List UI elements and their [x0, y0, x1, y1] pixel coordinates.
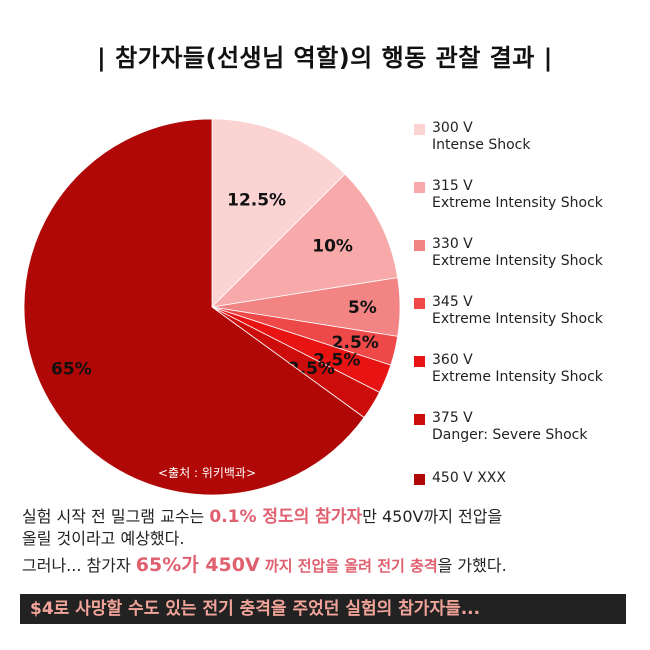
legend-label: 300 V Intense Shock: [432, 120, 642, 154]
legend-label-line-2: Extreme Intensity Shock: [432, 311, 603, 327]
legend-label: 450 V XXX: [432, 470, 642, 487]
pie-slice: [210, 173, 399, 308]
legend-label: 345 V Extreme Intensity Shock: [432, 294, 642, 328]
description-line-3: 그러나... 참가자 65%가 450V 까지 전압을 올려 전기 충격을 가했…: [22, 554, 642, 577]
description-line-2: 올릴 것이라고 예상했다.: [22, 529, 185, 548]
pie-slice-label: 5%: [348, 298, 377, 318]
legend-label-line-1: 300 V: [432, 120, 473, 136]
legend-label-line-1: 375 V: [432, 410, 473, 426]
source-caption: <출처 : 위키백과>: [158, 466, 257, 480]
legend-label-line-2: Intense Shock: [432, 137, 531, 153]
legend-label: 330 V Extreme Intensity Shock: [432, 236, 642, 270]
legend-swatch: [414, 240, 425, 251]
legend-label-line-2: Extreme Intensity Shock: [432, 369, 603, 385]
text-p1-a: 실험 시작 전 밀그램 교수는: [22, 507, 210, 526]
legend-swatch: [414, 356, 425, 367]
text-p3-highlight-2: 까지 전압을 올려 전기 충격: [259, 557, 438, 575]
legend-swatch: [414, 298, 425, 309]
pie-slice-label: 2.5%: [332, 333, 379, 353]
legend-label-line-2: Extreme Intensity Shock: [432, 195, 603, 211]
legend-label: 315 V Extreme Intensity Shock: [432, 178, 642, 212]
legend-label-line-1: 330 V: [432, 236, 473, 252]
text-p1-highlight: 0.1% 정도의 참가자: [209, 507, 363, 527]
chart-title: | 참가자들(선생님 역할)의 행동 관찰 결과 |: [97, 44, 553, 72]
legend-label-line-1: 315 V: [432, 178, 473, 194]
pie-slice-label: 12.5%: [227, 190, 286, 210]
text-p3-highlight-1: 65%가 450V: [135, 554, 260, 576]
legend-label-line-1: 345 V: [432, 294, 473, 310]
legend-swatch: [414, 474, 425, 485]
text-p3-a: 그러나... 참가자: [22, 556, 136, 575]
legend-label-line-2: Danger: Severe Shock: [432, 427, 588, 443]
legend-label-line-2: Extreme Intensity Shock: [432, 253, 603, 269]
legend-label-line-1: 450 V XXX: [432, 470, 506, 486]
text-p3-b: 을 가했다.: [437, 556, 507, 575]
legend-swatch: [414, 124, 425, 135]
pie-slice-label: 10%: [312, 237, 353, 257]
pie-slice-label: 65%: [51, 359, 92, 379]
pie-slice: [211, 118, 346, 308]
bottom-banner: $4로 사망할 수도 있는 전기 충격을 주었던 실험의 참가자들...: [20, 594, 626, 624]
legend-swatch: [414, 182, 425, 193]
legend-label: 360 V Extreme Intensity Shock: [432, 352, 642, 386]
legend-label: 375 V Danger: Severe Shock: [432, 410, 642, 444]
description-text: 실험 시작 전 밀그램 교수는 0.1% 정도의 참가자만 450V까지 전압을…: [22, 506, 642, 577]
pie-slice: [23, 118, 365, 496]
description-line-1: 실험 시작 전 밀그램 교수는 0.1% 정도의 참가자만 450V까지 전압을: [22, 506, 642, 528]
legend-swatch: [414, 414, 425, 425]
legend-label-line-1: 360 V: [432, 352, 473, 368]
text-p1-b: 만 450V까지 전압을: [362, 507, 503, 526]
